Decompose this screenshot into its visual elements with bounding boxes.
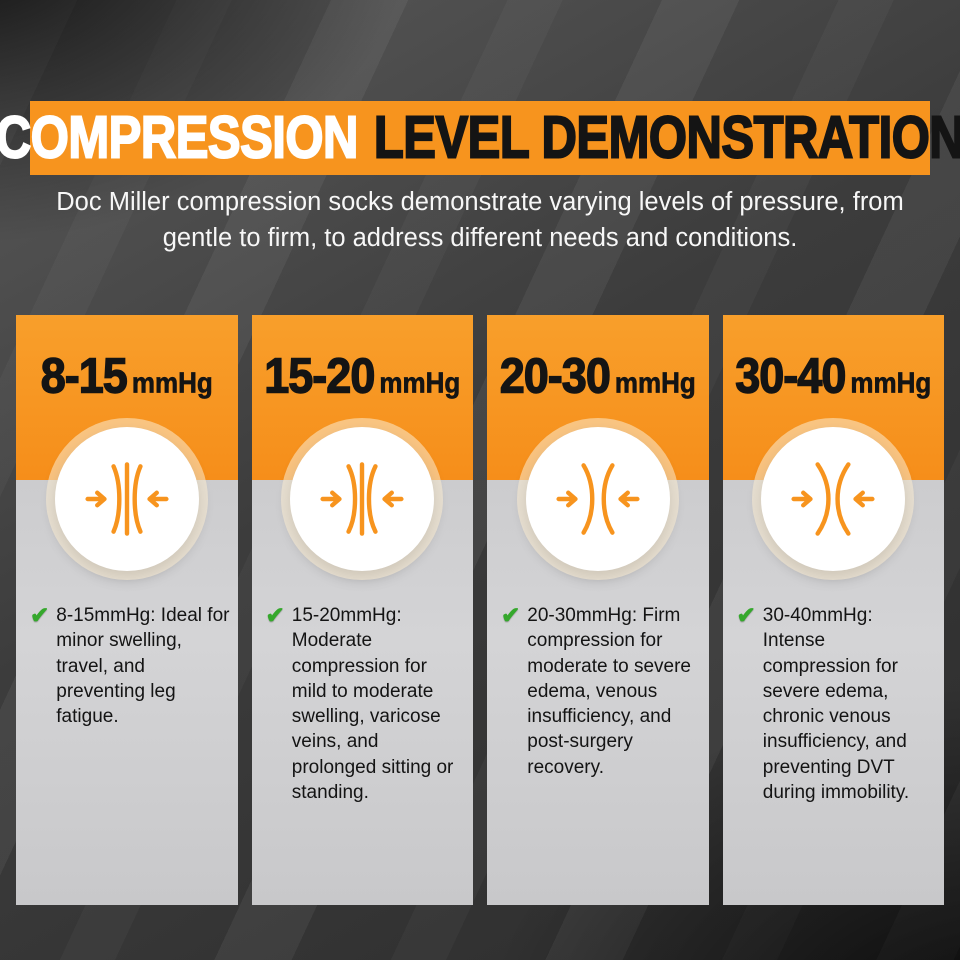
pressure-heading: 20-30 mmHg (499, 346, 697, 404)
description-text: 30-40mmHg: Intense compression for sever… (762, 605, 910, 803)
pressure-range: 30-40 (735, 346, 847, 404)
card-description: ✔ 20-30mmHg: Firm compression for modera… (501, 603, 701, 780)
card-description: ✔ 30-40mmHg: Intense compression for sev… (737, 603, 937, 805)
icon-circle (290, 427, 435, 571)
card-description: ✔ 15-20mmHg: Moderate compression for mi… (266, 603, 466, 805)
pressure-unit: mmHg (131, 365, 214, 399)
compression-icon (320, 462, 404, 536)
description-text: 8-15mmHg: Ideal for minor swelling, trav… (56, 605, 230, 728)
pressure-unit: mmHg (379, 365, 461, 399)
pressure-unit: mmHg (850, 365, 932, 399)
card-header: 15-20 mmHg (251, 315, 473, 480)
description-text: 15-20mmHg: Moderate compression for mild… (291, 605, 454, 803)
pressure-heading: 8-15 mmHg (40, 346, 214, 404)
compression-cards-row: 8-15 mmHg ✔ 8-15mmHg: Ideal for minor sw… (16, 315, 944, 905)
pressure-range: 20-30 (499, 346, 611, 404)
card-description: ✔ 8-15mmHg: Ideal for minor swelling, tr… (30, 603, 230, 729)
icon-circle (54, 427, 199, 571)
check-icon: ✔ (30, 602, 50, 628)
description-text: 20-30mmHg: Firm compression for moderate… (527, 605, 691, 778)
title-highlight: COMPRESSION (0, 104, 359, 172)
pressure-range: 15-20 (264, 346, 376, 404)
title-banner: COMPRESSION LEVEL DEMONSTRATION (0, 101, 960, 175)
pressure-range: 8-15 (40, 346, 128, 404)
check-icon: ✔ (736, 602, 756, 628)
subtitle-text: Doc Miller compression socks demonstrate… (56, 188, 904, 253)
card-header: 20-30 mmHg (487, 315, 709, 480)
pressure-unit: mmHg (614, 365, 697, 399)
icon-circle (761, 427, 906, 571)
title-rest: LEVEL DEMONSTRATION (373, 104, 960, 172)
pressure-heading: 15-20 mmHg (264, 346, 461, 404)
compression-icon (556, 463, 640, 535)
compression-card-30-40: 30-40 mmHg ✔ 30-40mmHg: Intense compress… (722, 315, 944, 905)
compression-card-20-30: 20-30 mmHg ✔ 20-30mmHg: Firm compression… (487, 315, 709, 905)
check-icon: ✔ (501, 602, 521, 628)
page-title: COMPRESSION LEVEL DEMONSTRATION (0, 104, 960, 172)
compression-card-8-15: 8-15 mmHg ✔ 8-15mmHg: Ideal for minor sw… (16, 315, 238, 905)
compression-card-15-20: 15-20 mmHg ✔ 15-20mmHg: Moderate compres… (251, 315, 473, 905)
icon-circle (525, 427, 670, 571)
check-icon: ✔ (265, 602, 285, 628)
compression-icon (85, 462, 169, 536)
compression-icon (791, 462, 875, 536)
pressure-heading: 30-40 mmHg (735, 346, 932, 404)
